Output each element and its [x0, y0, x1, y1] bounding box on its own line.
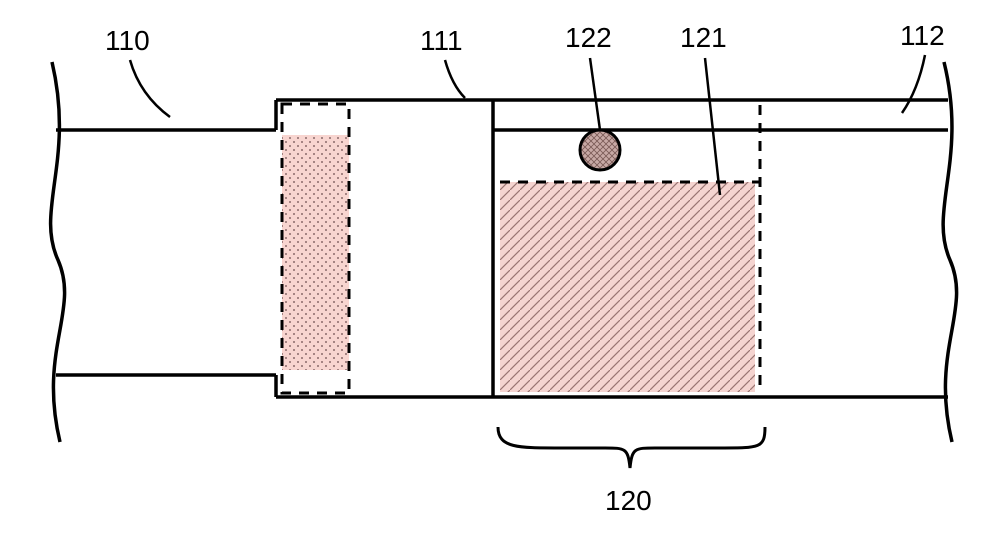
label-112: 112 [900, 20, 945, 51]
hatched-region-121 [500, 182, 755, 392]
label-120: 120 [605, 485, 652, 516]
label-122: 122 [565, 22, 612, 53]
diagram-canvas: 110 111 122 121 112 120 [0, 0, 1000, 538]
label-111: 111 [420, 25, 463, 56]
label-121: 121 [680, 22, 727, 53]
circle-122 [580, 130, 620, 170]
label-110: 110 [105, 25, 150, 56]
dotted-region [282, 104, 349, 393]
